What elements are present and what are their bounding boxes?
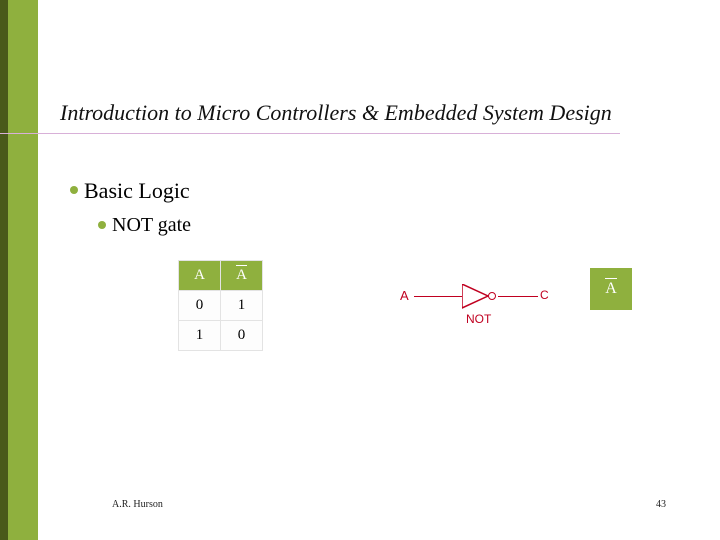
table-header-row: A A	[179, 261, 263, 291]
table-row: 1 0	[179, 321, 263, 351]
accent-bar-dark	[0, 0, 8, 540]
gate-input-label: A	[400, 288, 409, 303]
table-header: A	[221, 261, 263, 291]
bullet-level2-label: NOT gate	[112, 214, 191, 237]
content: Basic Logic NOT gate	[70, 178, 670, 237]
output-expression: A	[605, 280, 617, 298]
truth-table: A A 0 1 1 0	[178, 260, 263, 351]
gate-output-wire	[498, 296, 538, 297]
page-title: Introduction to Micro Controllers & Embe…	[60, 100, 670, 132]
gate-caption: NOT	[466, 312, 491, 326]
footer-author: A.R. Hurson	[112, 499, 163, 510]
truth-cell: 1	[179, 321, 221, 351]
bullet-level2: NOT gate	[98, 214, 670, 237]
output-expression-box: A	[590, 268, 632, 310]
accent-bar	[0, 0, 38, 540]
gate-input-wire	[414, 296, 462, 297]
truth-cell: 0	[179, 291, 221, 321]
title-wrap: Introduction to Micro Controllers & Embe…	[60, 100, 670, 132]
header-a: A	[194, 267, 205, 283]
table-header: A	[179, 261, 221, 291]
gate-output-label: C	[540, 288, 549, 302]
bullet-dot-icon	[98, 221, 106, 229]
accent-bar-light	[8, 0, 38, 540]
truth-cell: 0	[221, 321, 263, 351]
truth-cell: 1	[221, 291, 263, 321]
header-not-a: A	[236, 267, 247, 284]
bullet-level1: Basic Logic	[70, 178, 670, 204]
footer-page-number: 43	[656, 499, 666, 510]
bullet-dot-icon	[70, 186, 78, 194]
bullet-level1-label: Basic Logic	[84, 178, 190, 204]
not-gate-bubble-icon	[488, 292, 496, 300]
not-gate-diagram: A C NOT	[400, 268, 570, 348]
table-row: 0 1	[179, 291, 263, 321]
title-underline	[0, 133, 620, 134]
